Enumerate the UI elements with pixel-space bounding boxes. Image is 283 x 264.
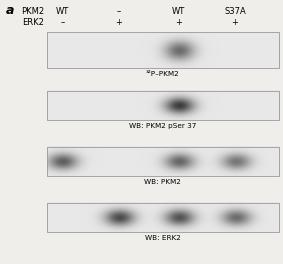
Text: –: – [117, 7, 121, 16]
Text: a: a [6, 4, 14, 17]
Bar [47, 147, 279, 176]
Text: PKM2: PKM2 [21, 7, 44, 16]
Text: WB: ERK2: WB: ERK2 [145, 235, 181, 242]
Text: ³²P–PKM2: ³²P–PKM2 [146, 71, 180, 77]
Bar [47, 203, 279, 232]
Bar [47, 91, 279, 120]
Text: WB: PKM2: WB: PKM2 [144, 179, 181, 185]
Text: +: + [115, 18, 122, 27]
Text: WT: WT [172, 7, 185, 16]
Text: WB: PKM2 pSer 37: WB: PKM2 pSer 37 [129, 123, 196, 129]
Text: +: + [231, 18, 238, 27]
Text: S37A: S37A [224, 7, 246, 16]
Text: +: + [175, 18, 182, 27]
Text: ERK2: ERK2 [22, 18, 44, 27]
Text: –: – [60, 18, 65, 27]
Bar [47, 32, 279, 68]
Text: WT: WT [56, 7, 69, 16]
